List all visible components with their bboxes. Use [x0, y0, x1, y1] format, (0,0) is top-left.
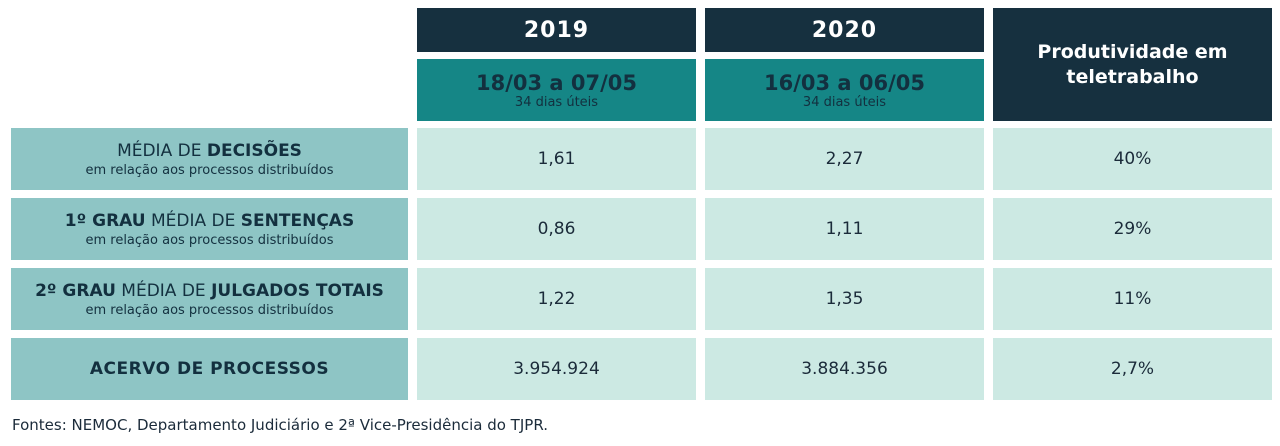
- row-title-bold: ACERVO DE PROCESSOS: [89, 359, 330, 379]
- row-subtitle: em relação aos processos distribuídos: [85, 302, 334, 318]
- value-sentencas-2020: 1,11: [705, 198, 984, 260]
- value-julgados-2020: 1,35: [705, 268, 984, 330]
- value-sentencas-2019: 0,86: [417, 198, 696, 260]
- row-title: MÉDIA DE DECISÕES: [117, 140, 302, 162]
- year-2019-label: 2019: [523, 17, 590, 43]
- row-subtitle: em relação aos processos distribuídos: [85, 232, 334, 248]
- row-label-julgados: 2º GRAU MÉDIA DE JULGADOS TOTAIS em rela…: [11, 268, 408, 330]
- year-2020-label: 2020: [811, 17, 878, 43]
- value-text: 0,86: [537, 219, 576, 239]
- value-julgados-2019: 1,22: [417, 268, 696, 330]
- value-text: 2,7%: [1110, 359, 1155, 379]
- row-title-prefix: 2º GRAU: [35, 280, 116, 301]
- value-acervo-2019: 3.954.924: [417, 338, 696, 400]
- value-decisoes-2020: 2,27: [705, 128, 984, 190]
- value-text: 40%: [1113, 149, 1152, 169]
- row-title: 1º GRAU MÉDIA DE SENTENÇAS: [65, 210, 354, 232]
- days-2020-label: 34 dias úteis: [802, 94, 887, 110]
- period-2019-label: 18/03 a 07/05: [475, 70, 638, 95]
- days-2019-label: 34 dias úteis: [514, 94, 599, 110]
- row-title-bold: JULGADOS TOTAIS: [211, 280, 384, 301]
- value-text: 2,27: [825, 149, 864, 169]
- row-title: 2º GRAU MÉDIA DE JULGADOS TOTAIS: [35, 280, 384, 302]
- value-text: 1,11: [825, 219, 864, 239]
- row-label-acervo: ACERVO DE PROCESSOS: [11, 338, 408, 400]
- row-label-sentencas: 1º GRAU MÉDIA DE SENTENÇAS em relação ao…: [11, 198, 408, 260]
- row-title-middle: MÉDIA DE: [117, 140, 207, 161]
- value-text: 1,61: [537, 149, 576, 169]
- value-acervo-2020: 3.884.356: [705, 338, 984, 400]
- value-text: 1,35: [825, 289, 864, 309]
- row-title-middle: MÉDIA DE: [145, 210, 241, 231]
- value-acervo-productivity: 2,7%: [993, 338, 1272, 400]
- header-productivity: Produtividade em teletrabalho: [993, 8, 1272, 121]
- row-title-middle: MÉDIA DE: [115, 280, 212, 301]
- row-label-decisoes: MÉDIA DE DECISÕES em relação aos process…: [11, 128, 408, 190]
- period-2020-label: 16/03 a 06/05: [763, 70, 926, 95]
- value-text: 11%: [1113, 289, 1152, 309]
- value-sentencas-productivity: 29%: [993, 198, 1272, 260]
- value-decisoes-2019: 1,61: [417, 128, 696, 190]
- header-period-2019: 18/03 a 07/05 34 dias úteis: [417, 59, 696, 121]
- productivity-label: Produtividade em teletrabalho: [1037, 40, 1228, 88]
- value-decisoes-productivity: 40%: [993, 128, 1272, 190]
- value-text: 3.884.356: [801, 359, 888, 379]
- row-title-bold: SENTENÇAS: [240, 210, 355, 231]
- value-text: 29%: [1113, 219, 1152, 239]
- value-text: 1,22: [537, 289, 576, 309]
- value-julgados-productivity: 11%: [993, 268, 1272, 330]
- row-title-prefix: 1º GRAU: [64, 210, 146, 231]
- value-text: 3.954.924: [513, 359, 600, 379]
- row-subtitle: em relação aos processos distribuídos: [85, 162, 334, 178]
- row-title-bold: DECISÕES: [206, 140, 302, 161]
- header-year-2020: 2020: [705, 8, 984, 52]
- header-year-2019: 2019: [417, 8, 696, 52]
- sources-footnote: Fontes: NEMOC, Departamento Judiciário e…: [12, 416, 548, 434]
- header-period-2020: 16/03 a 06/05 34 dias úteis: [705, 59, 984, 121]
